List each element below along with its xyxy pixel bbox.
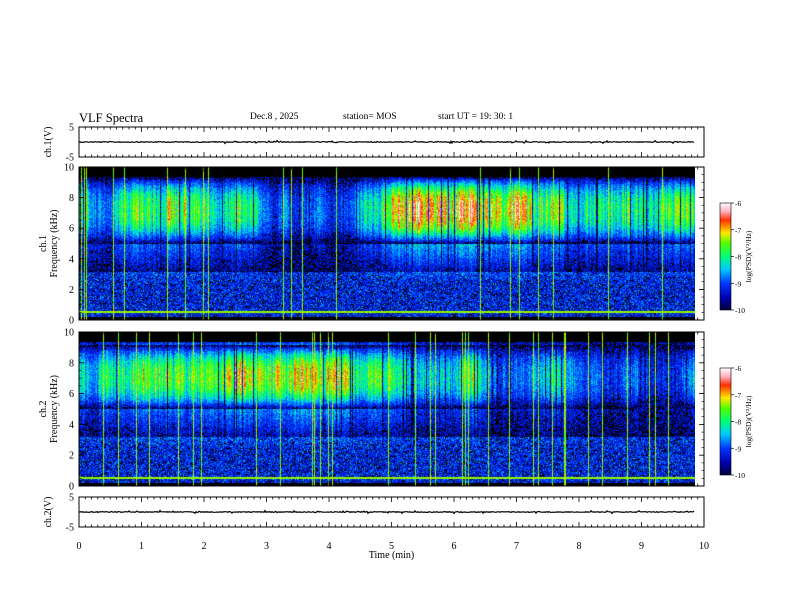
ch2-spectrogram-ylabel-channel: ch.2 [38, 401, 49, 418]
ch1-spectrogram-colorbar-label: log(PSD)(V²/Hz) [744, 230, 753, 282]
ch1-spectrogram-ylabel-channel: ch.1 [38, 235, 49, 252]
start-time-label: start UT = 19: 30: 1 [438, 112, 514, 122]
ch1-spectrogram-ytick-label: 0 [69, 316, 74, 327]
ch1-spectrogram-colorbar-tick-label: -10 [735, 306, 745, 315]
ch2-spectrogram-colorbar-label: log(PSD)(V²/Hz) [744, 395, 753, 447]
ch2-waveform-ytick-label: 5 [69, 493, 74, 504]
ch1-spectrogram-ytick-label: 8 [69, 193, 74, 204]
station-label: station= MOS [343, 112, 397, 122]
ch2-spectrogram-colorbar [719, 367, 732, 476]
ch1-spectrogram-colorbar-tick-label: -8 [735, 253, 741, 262]
ch1-spectrogram-colorbar-tick-label: -9 [735, 279, 741, 288]
date-label: Dec.8 , 2025 [250, 112, 299, 122]
ch2-spectrogram-ytick-label: 4 [69, 420, 74, 431]
axes-layer: 5 -5 ch.1(V) -6 -7 -8 -9 -10 log(PSD)(V²/Hz) 0 2 4 6… [38, 123, 753, 562]
ch1-waveform-ytick-label: 5 [69, 123, 74, 134]
x-tick-label: 1 [139, 541, 144, 552]
ch1-spectrogram-colorbar [719, 202, 732, 311]
x-tick-label: 3 [264, 541, 269, 552]
ch2-spectrogram-ytick-label: 10 [64, 328, 74, 339]
x-tick-label: 7 [514, 541, 519, 552]
ch1-spectrogram-colorbar-tick-label: -6 [735, 199, 741, 208]
ch1-spectrogram-ytick-label: 6 [69, 224, 74, 235]
ch2-spectrogram-colorbar-tick-label: -6 [735, 364, 741, 373]
waveform-layer [78, 139, 695, 515]
ch2-waveform-trace [78, 509, 695, 515]
ch2-spectrogram-colorbar-tick-label: -7 [735, 391, 741, 400]
ch1-spectrogram-colorbar-tick-label: -7 [735, 226, 741, 235]
ch1-spectrogram-ylabel: Frequency (kHz) [49, 209, 60, 277]
ch2-spectrogram-ytick-label: 0 [69, 482, 74, 493]
ch1-waveform-ylabel: ch.1(V) [43, 127, 54, 158]
x-tick-label: 6 [452, 541, 457, 552]
ch2-spectrogram-colorbar-tick-label: -10 [735, 471, 745, 480]
ch2-spectrogram-ytick-label: 8 [69, 358, 74, 369]
x-tick-label: 9 [639, 541, 644, 552]
ch2-spectrogram-ytick-label: 6 [69, 389, 74, 400]
ch1-spectrogram-ytick-label: 4 [69, 254, 74, 265]
ch2-waveform-ylabel: ch.2(V) [43, 497, 54, 528]
ch1-spectrogram-image [79, 167, 695, 320]
x-axis-title: Time (min) [369, 550, 414, 561]
x-tick-label: 0 [77, 541, 82, 552]
x-tick-label: 8 [577, 541, 582, 552]
ch2-waveform-ytick-label: -5 [66, 523, 74, 534]
ch2-spectrogram-ytick-label: 2 [69, 451, 74, 462]
ch1-waveform-trace [78, 139, 695, 145]
ch2-spectrogram-colorbar-tick-label: -8 [735, 418, 741, 427]
ch1-waveform-ytick-label: -5 [66, 153, 74, 164]
ch2-spectrogram-ylabel: Frequency (kHz) [49, 375, 60, 443]
spectrogram-layer [79, 167, 695, 486]
ch2-spectrogram-colorbar-tick-label: -9 [735, 444, 741, 453]
x-tick-label: 4 [327, 541, 332, 552]
ch1-spectrogram-ytick-label: 2 [69, 285, 74, 296]
x-tick-label: 5 [389, 541, 394, 552]
ch2-spectrogram-image [79, 332, 695, 486]
x-tick-label: 2 [202, 541, 207, 552]
x-tick-label: 10 [699, 541, 709, 552]
ch1-spectrogram-ytick-label: 10 [64, 163, 74, 174]
chart-title: VLF Spectra [79, 111, 144, 125]
